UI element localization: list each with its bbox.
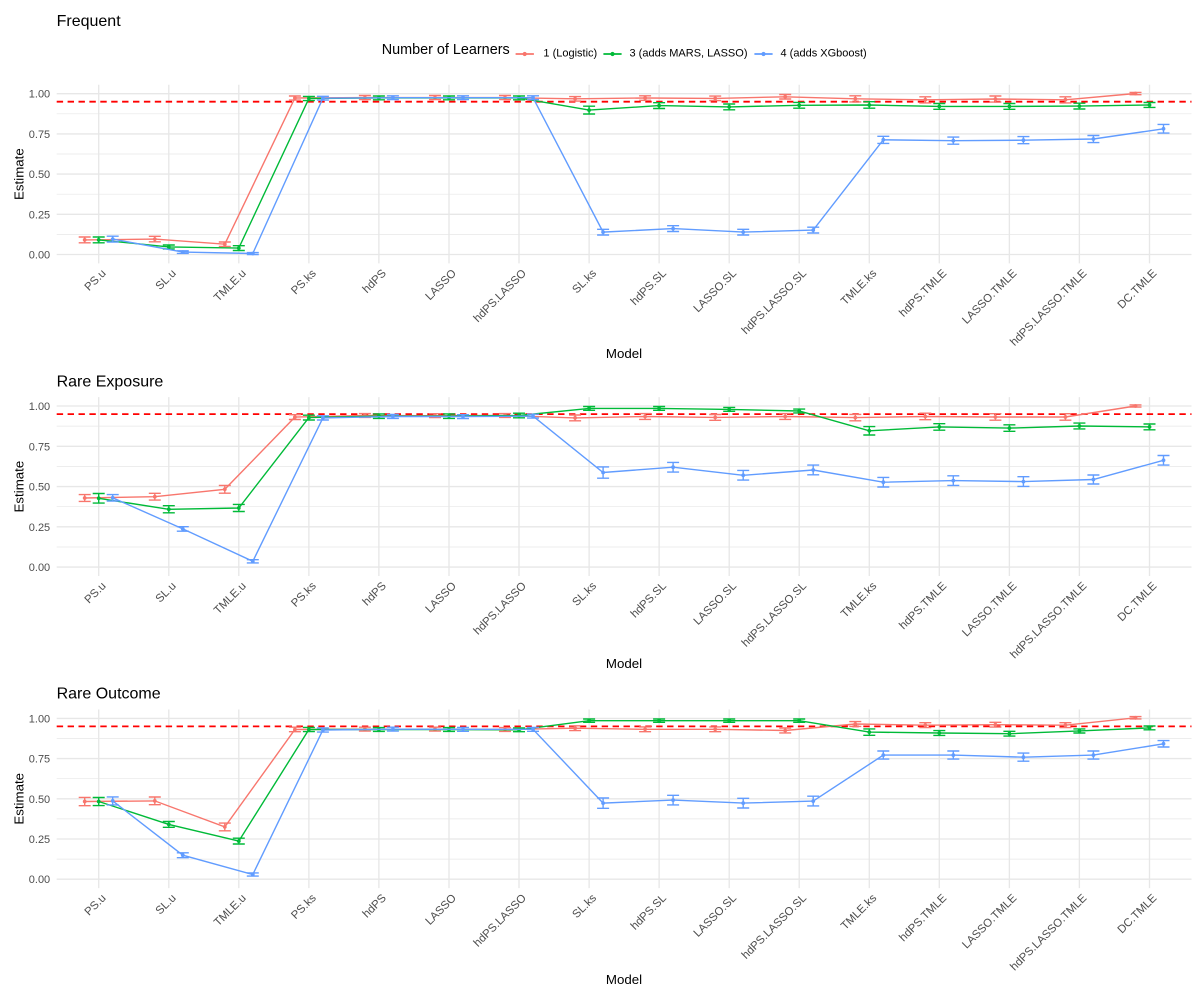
svg-text:Number of Learners: Number of Learners: [382, 42, 510, 58]
svg-text:0.50: 0.50: [29, 794, 50, 806]
svg-text:0.00: 0.00: [29, 250, 50, 262]
svg-text:0.75: 0.75: [29, 754, 50, 766]
svg-text:Estimate: Estimate: [11, 461, 26, 513]
svg-text:1.00: 1.00: [29, 401, 50, 413]
svg-text:4 (adds XGboost): 4 (adds XGboost): [781, 48, 867, 60]
svg-text:0.50: 0.50: [29, 169, 50, 181]
svg-text:Model: Model: [606, 656, 642, 671]
svg-text:Rare Outcome: Rare Outcome: [57, 686, 161, 703]
svg-text:Model: Model: [606, 346, 642, 361]
svg-text:Frequent: Frequent: [57, 13, 122, 30]
svg-text:Estimate: Estimate: [11, 773, 26, 825]
svg-text:Estimate: Estimate: [11, 148, 26, 200]
svg-text:1 (Logistic): 1 (Logistic): [543, 48, 597, 60]
svg-text:0.75: 0.75: [29, 441, 50, 453]
svg-text:0.00: 0.00: [29, 874, 50, 886]
svg-text:0.25: 0.25: [29, 834, 50, 846]
svg-text:3 (adds MARS, LASSO): 3 (adds MARS, LASSO): [630, 48, 748, 60]
svg-text:0.25: 0.25: [29, 522, 50, 534]
svg-text:Rare Exposure: Rare Exposure: [57, 373, 164, 390]
svg-text:0.75: 0.75: [29, 129, 50, 141]
svg-text:Model: Model: [606, 972, 642, 987]
svg-text:1.00: 1.00: [29, 89, 50, 101]
svg-text:0.00: 0.00: [29, 562, 50, 574]
svg-text:1.00: 1.00: [29, 713, 50, 725]
svg-text:0.25: 0.25: [29, 209, 50, 221]
svg-text:0.50: 0.50: [29, 482, 50, 494]
